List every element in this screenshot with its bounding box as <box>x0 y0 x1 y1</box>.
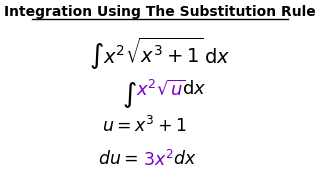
Text: $3x^2$: $3x^2$ <box>143 150 174 170</box>
Text: $\int$: $\int$ <box>122 80 137 110</box>
Text: $du = $: $du = $ <box>98 150 138 168</box>
Text: $x^2\sqrt{u}$: $x^2\sqrt{u}$ <box>136 80 186 99</box>
Text: $u = x^3 + 1$: $u = x^3 + 1$ <box>102 116 187 136</box>
Text: $\int x^2 \sqrt{x^3+1}\,\mathrm{d}x$: $\int x^2 \sqrt{x^3+1}\,\mathrm{d}x$ <box>89 36 231 72</box>
Text: $\,dx$: $\,dx$ <box>171 150 197 168</box>
Text: $\mathrm{d}x$: $\mathrm{d}x$ <box>182 80 207 98</box>
Text: Integration Using The Substitution Rule: Integration Using The Substitution Rule <box>4 5 316 19</box>
